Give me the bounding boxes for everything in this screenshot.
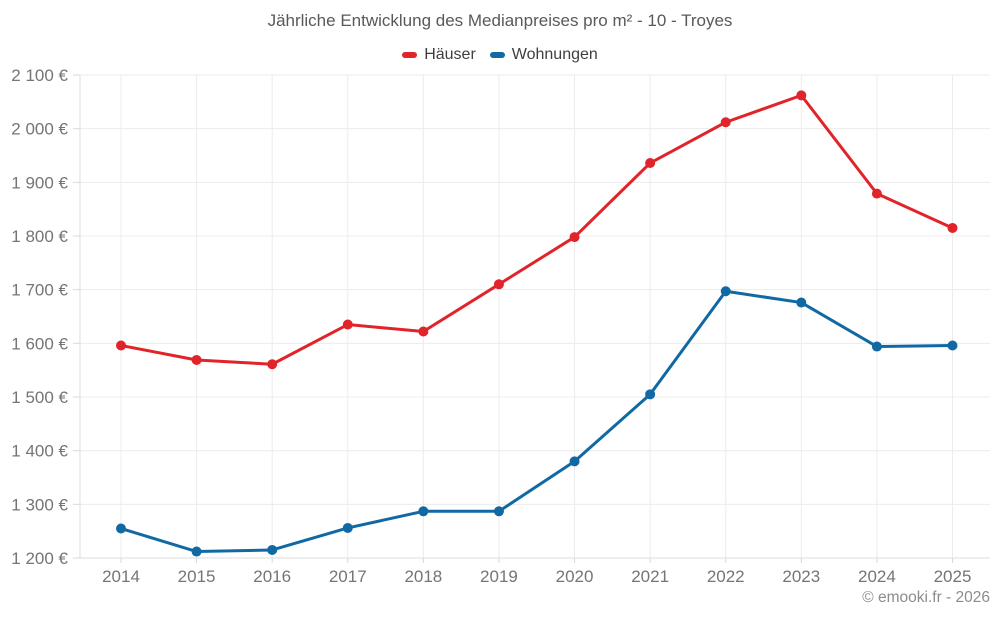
x-axis-label: 2014 [102, 567, 140, 586]
series-line-wohnungen [119, 289, 954, 554]
data-point-häuser-2025[interactable] [947, 222, 958, 233]
x-axis-label: 2017 [329, 567, 367, 586]
data-point-wohnungen-2014[interactable] [116, 523, 126, 534]
data-point-häuser-2020[interactable] [569, 232, 580, 243]
data-point-wohnungen-2017[interactable] [342, 522, 353, 533]
y-axis-label: 1 400 € [11, 442, 68, 461]
data-point-häuser-2023[interactable] [796, 90, 807, 101]
legend-item-wohnungen[interactable]: Wohnungen [489, 46, 598, 64]
data-point-häuser-2022[interactable] [720, 117, 731, 128]
data-point-wohnungen-2024[interactable] [871, 341, 882, 352]
x-axis-label: 2022 [707, 567, 745, 586]
legend-label-wohnungen: Wohnungen [511, 46, 598, 63]
wohnungen-series-swatch-icon [489, 52, 505, 58]
series-line-häuser [119, 93, 954, 366]
y-axis-label: 1 700 € [11, 281, 68, 300]
y-axis-label: 1 600 € [11, 334, 68, 353]
data-point-wohnungen-2015[interactable] [191, 546, 202, 557]
y-axis-label: 2 100 € [11, 66, 68, 85]
x-axis-label: 2021 [631, 567, 669, 586]
x-axis-label: 2015 [178, 567, 216, 586]
data-point-häuser-2021[interactable] [645, 158, 656, 169]
x-axis-label: 2025 [934, 567, 972, 586]
data-point-häuser-2016[interactable] [267, 359, 278, 370]
data-point-häuser-2018[interactable] [418, 326, 429, 337]
legend-item-hauser[interactable]: Häuser [402, 46, 476, 64]
legend-label-hauser: Häuser [424, 46, 476, 63]
x-axis-label: 2019 [480, 567, 518, 586]
y-axis-label: 2 000 € [11, 120, 68, 139]
hauser-series-swatch-icon [402, 52, 418, 58]
y-axis-label: 1 300 € [11, 495, 68, 514]
data-point-wohnungen-2019[interactable] [493, 506, 504, 517]
chart-title: Jährliche Entwicklung des Medianpreises … [267, 11, 733, 30]
data-point-wohnungen-2016[interactable] [267, 544, 278, 555]
data-point-wohnungen-2023[interactable] [796, 297, 807, 308]
x-axis-label: 2020 [556, 567, 594, 586]
data-point-wohnungen-2020[interactable] [569, 456, 580, 467]
data-point-häuser-2014[interactable] [116, 340, 126, 351]
data-point-häuser-2015[interactable] [191, 354, 202, 365]
y-axis-label: 1 200 € [11, 549, 68, 568]
y-axis-label: 1 900 € [11, 173, 68, 192]
data-point-wohnungen-2022[interactable] [720, 286, 731, 297]
data-point-häuser-2024[interactable] [871, 188, 882, 199]
y-axis-label: 1 800 € [11, 227, 68, 246]
data-point-häuser-2017[interactable] [342, 319, 353, 330]
x-axis-label: 2018 [404, 567, 442, 586]
x-axis-label: 2023 [782, 567, 820, 586]
x-axis-label: 2016 [253, 567, 291, 586]
footer-credit: © emooki.fr - 2026 [862, 589, 990, 606]
data-point-häuser-2019[interactable] [493, 279, 504, 290]
data-point-wohnungen-2018[interactable] [418, 506, 429, 517]
y-axis-label: 1 500 € [11, 388, 68, 407]
data-point-wohnungen-2021[interactable] [645, 389, 656, 400]
data-point-wohnungen-2025[interactable] [947, 340, 958, 351]
x-axis-label: 2024 [858, 567, 896, 586]
legend: Häuser Wohnungen [0, 46, 1000, 64]
